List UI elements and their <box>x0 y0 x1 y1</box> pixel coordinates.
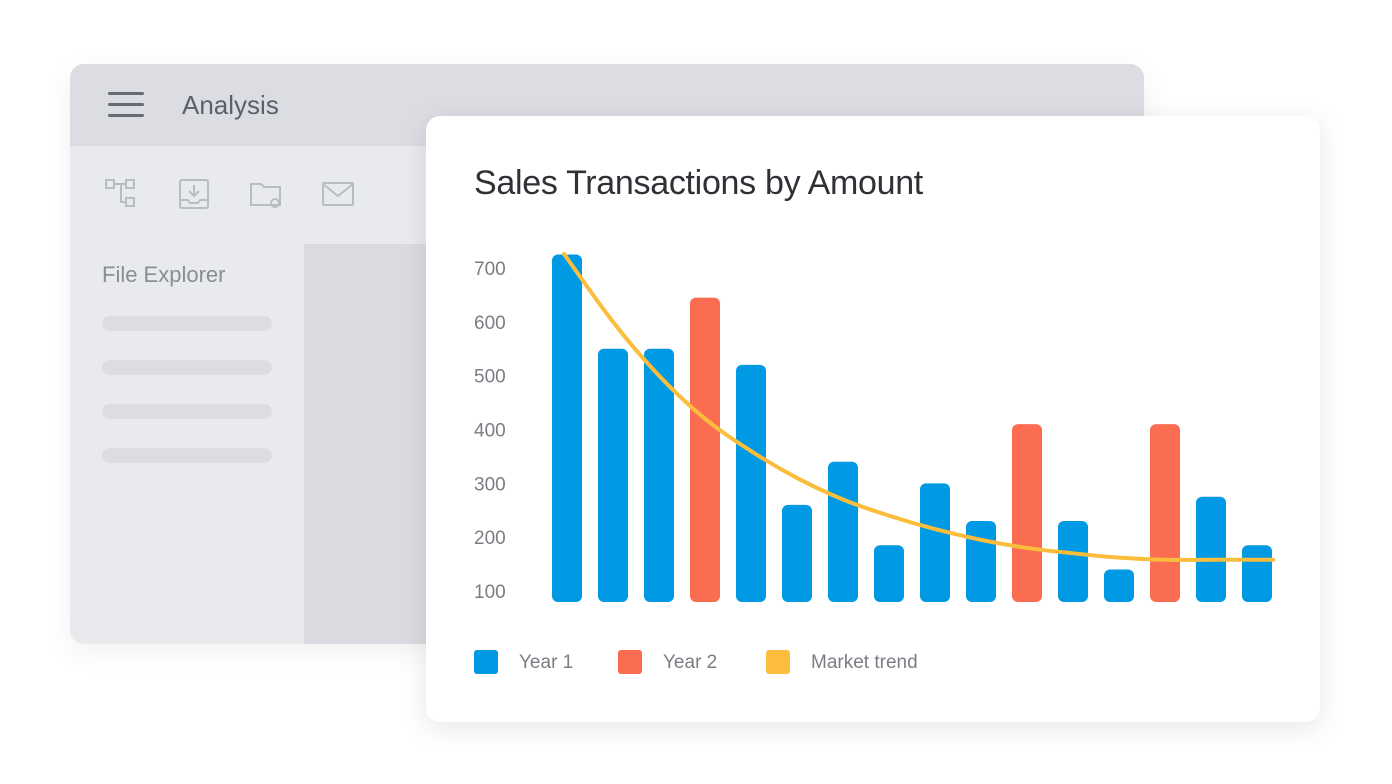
bar-year-1[interactable] <box>736 364 766 602</box>
chart-card: Sales Transactions by Amount 700 600 500 40… <box>426 116 1320 722</box>
y-tick-label: 400 <box>474 421 506 442</box>
legend-label: Year 1 <box>519 652 574 673</box>
bar-year-2[interactable] <box>1012 424 1042 602</box>
bar-year-1[interactable] <box>552 254 582 602</box>
market-trend-line[interactable] <box>562 252 1275 562</box>
legend-label: Market trend <box>811 652 918 673</box>
y-tick-label: 500 <box>474 367 506 388</box>
file-explorer-item-placeholder[interactable] <box>102 404 272 419</box>
bar-year-1[interactable] <box>874 545 904 602</box>
file-explorer-item-placeholder[interactable] <box>102 448 272 463</box>
y-tick-label: 100 <box>474 582 506 603</box>
hierarchy-icon[interactable] <box>104 176 140 212</box>
bar-year-1[interactable] <box>828 461 858 602</box>
legend-swatch <box>618 650 642 674</box>
bar-year-1[interactable] <box>966 521 996 602</box>
bar-year-2[interactable] <box>1150 424 1180 602</box>
download-tray-icon[interactable] <box>176 176 212 212</box>
legend-label: Year 2 <box>663 652 718 673</box>
legend-swatch <box>474 650 498 674</box>
y-tick-label: 200 <box>474 528 506 549</box>
file-explorer-item-placeholder[interactable] <box>102 360 272 375</box>
sales-bar-chart: 700 600 500 400 300 200 100 <box>474 252 1275 603</box>
legend-swatch <box>766 650 790 674</box>
folder-settings-icon[interactable] <box>248 176 284 212</box>
file-explorer-title: File Explorer <box>102 262 226 287</box>
file-explorer-panel <box>70 244 304 644</box>
y-tick-label: 300 <box>474 474 506 495</box>
chart-title: Sales Transactions by Amount <box>474 164 923 202</box>
bar-year-2[interactable] <box>690 297 720 602</box>
mail-icon[interactable] <box>320 176 356 212</box>
bar-year-1[interactable] <box>1196 496 1226 602</box>
file-explorer-item-placeholder[interactable] <box>102 316 272 331</box>
hamburger-menu-icon[interactable] <box>108 92 144 118</box>
y-tick-label: 600 <box>474 313 506 334</box>
app-title: Analysis <box>182 90 279 120</box>
bar-year-1[interactable] <box>1104 569 1134 602</box>
bar-year-1[interactable] <box>644 348 674 602</box>
bar-year-1[interactable] <box>920 483 950 602</box>
bar-year-1[interactable] <box>1242 545 1272 602</box>
bar-year-1[interactable] <box>782 504 812 602</box>
y-tick-label: 700 <box>474 259 506 280</box>
bar-year-1[interactable] <box>1058 521 1088 602</box>
bar-year-1[interactable] <box>598 348 628 602</box>
